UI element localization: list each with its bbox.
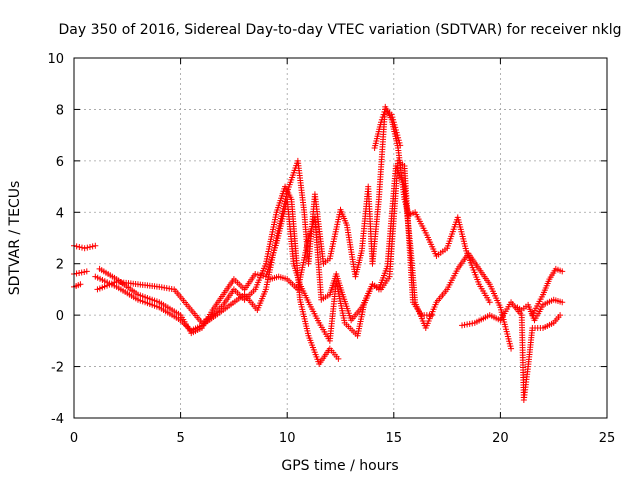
data-point bbox=[429, 312, 436, 319]
y-tick-label: 0 bbox=[56, 309, 64, 324]
data-point bbox=[396, 139, 403, 146]
data-point bbox=[380, 111, 387, 118]
data-point bbox=[78, 244, 85, 251]
data-point bbox=[379, 114, 386, 121]
data-point bbox=[78, 269, 85, 276]
data-point bbox=[397, 142, 404, 149]
series-track-j bbox=[529, 265, 566, 319]
data-point bbox=[335, 355, 342, 362]
series-track-g bbox=[267, 157, 436, 324]
x-axis-label: GPS time / hours bbox=[281, 458, 398, 474]
data-point bbox=[260, 272, 267, 279]
data-point bbox=[73, 243, 80, 250]
data-point bbox=[395, 134, 402, 141]
data-point bbox=[464, 321, 471, 328]
series-track-k bbox=[371, 106, 404, 151]
chart-title: Day 350 of 2016, Sidereal Day-to-day VTE… bbox=[59, 22, 622, 38]
data-point bbox=[469, 320, 476, 327]
ticks-layer: 0 5 10 15 20 25 -4 -2 0 2 4 6 8 10 bbox=[47, 52, 615, 446]
data-point bbox=[257, 272, 264, 279]
data-point bbox=[83, 268, 90, 275]
data-point bbox=[89, 243, 96, 250]
x-tick-label: 5 bbox=[176, 431, 184, 446]
data-point bbox=[395, 137, 402, 144]
data-point bbox=[559, 299, 566, 306]
data-point bbox=[86, 244, 93, 250]
data-point bbox=[557, 312, 564, 319]
y-tick-label: 6 bbox=[56, 155, 64, 170]
data-point bbox=[252, 271, 259, 277]
x-tick-label: 15 bbox=[386, 431, 403, 446]
data-point bbox=[92, 242, 99, 249]
y-tick-label: -4 bbox=[51, 412, 64, 427]
data-point bbox=[254, 271, 261, 278]
series-track-a bbox=[71, 242, 99, 252]
data-point bbox=[390, 116, 397, 123]
points-layer bbox=[71, 103, 566, 403]
y-tick-label: 8 bbox=[56, 103, 64, 118]
data-point bbox=[508, 345, 515, 352]
data-point bbox=[390, 119, 397, 126]
data-point bbox=[381, 109, 388, 115]
data-point bbox=[486, 299, 493, 306]
plot-frame bbox=[73, 57, 608, 419]
y-tick-label: 4 bbox=[56, 206, 64, 221]
series-track-b bbox=[71, 281, 84, 290]
y-axis-label: SDTVAR / TECUs bbox=[7, 181, 23, 296]
data-point bbox=[391, 121, 398, 128]
data-point bbox=[461, 321, 468, 328]
data-point bbox=[392, 124, 399, 131]
series-track-h bbox=[459, 299, 564, 403]
data-point bbox=[73, 270, 80, 277]
data-point bbox=[378, 119, 385, 126]
data-point bbox=[81, 268, 88, 275]
data-point bbox=[378, 116, 385, 123]
x-tick-label: 10 bbox=[279, 431, 296, 446]
y-tick-label: 10 bbox=[47, 52, 64, 67]
data-point bbox=[389, 114, 396, 121]
data-point bbox=[81, 245, 88, 252]
data-point bbox=[459, 322, 466, 329]
data-point bbox=[388, 111, 395, 118]
data-point bbox=[559, 268, 566, 275]
data-point bbox=[394, 132, 401, 139]
x-tick-label: 20 bbox=[492, 431, 509, 446]
y-tick-label: 2 bbox=[56, 258, 64, 273]
data-point bbox=[76, 244, 83, 250]
data-point bbox=[77, 281, 84, 288]
data-point bbox=[392, 127, 399, 133]
data-point bbox=[466, 320, 473, 327]
x-tick-label: 25 bbox=[599, 431, 616, 446]
data-point bbox=[393, 129, 400, 136]
x-tick-label: 0 bbox=[70, 431, 78, 446]
data-point bbox=[84, 244, 91, 251]
y-tick-label: -2 bbox=[51, 361, 64, 376]
data-point bbox=[76, 269, 83, 276]
